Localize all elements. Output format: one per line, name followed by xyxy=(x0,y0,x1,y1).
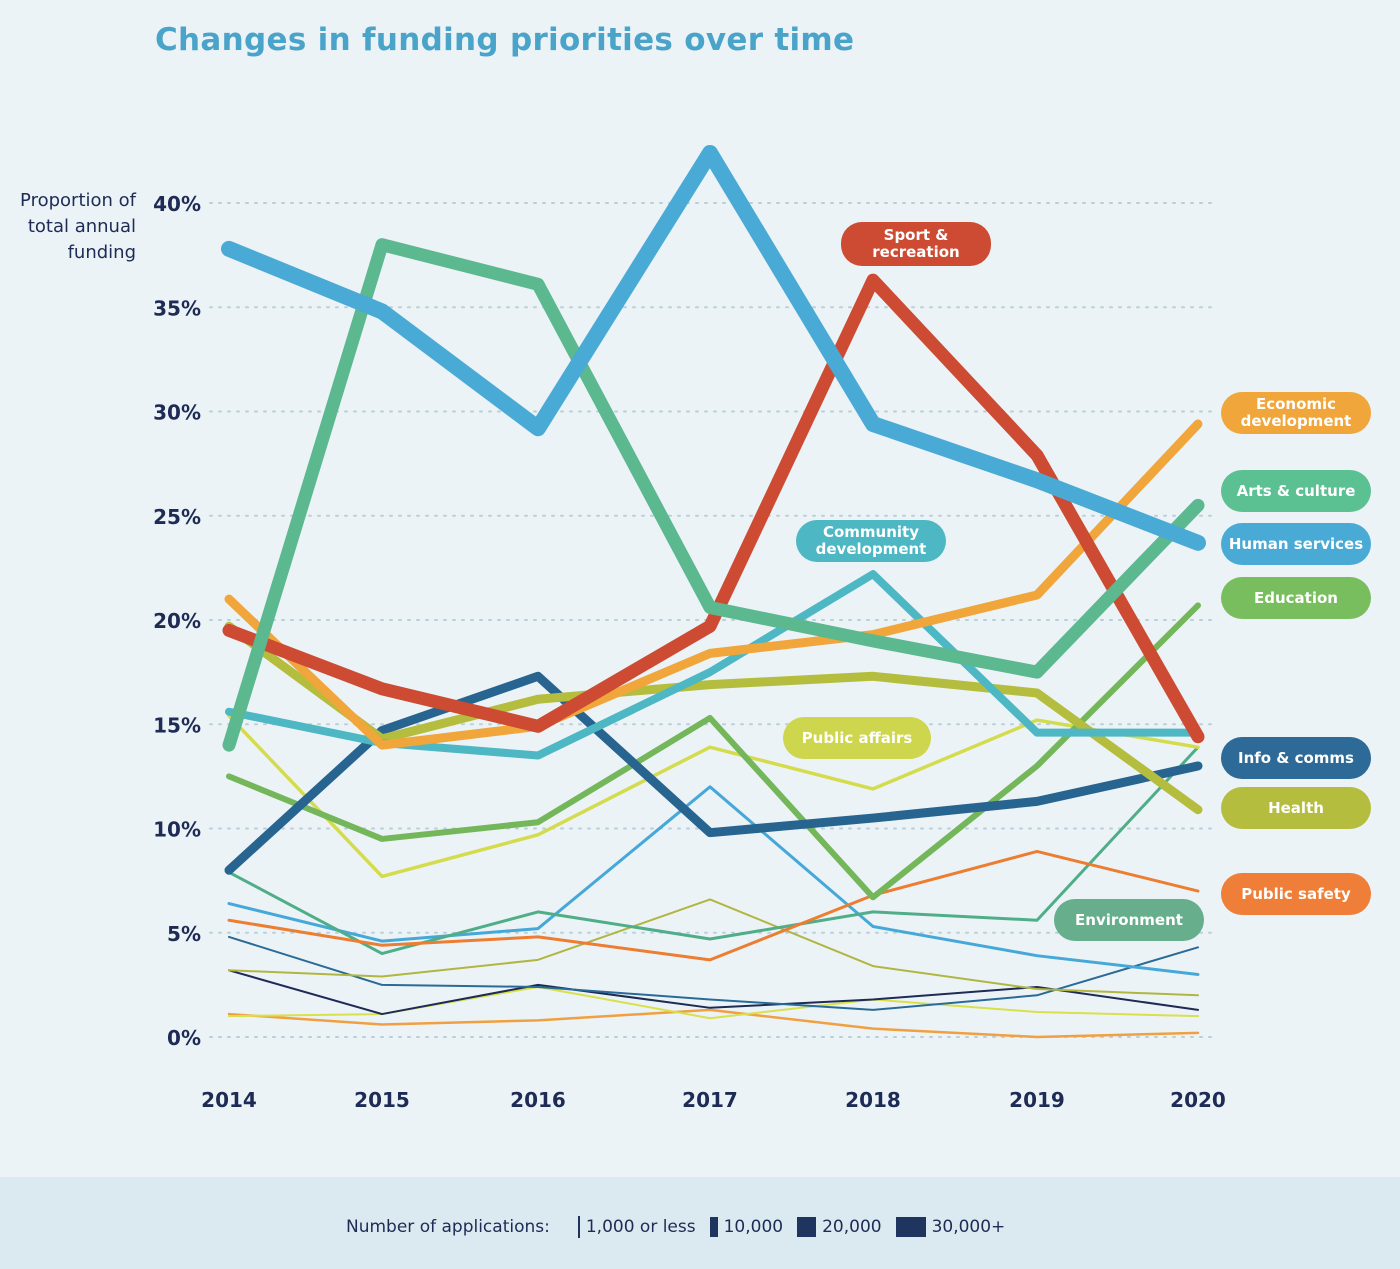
legend-title: Number of applications: xyxy=(346,1217,550,1237)
y-axis-label: Proportion of total annual funding xyxy=(20,190,136,263)
label-environment: Environment xyxy=(1054,899,1204,941)
label-human-services: Human services xyxy=(1221,523,1371,565)
y-tick-label: 25% xyxy=(153,505,201,529)
y-tick-label: 30% xyxy=(153,401,201,425)
legend-swatch xyxy=(797,1217,817,1237)
x-tick-label: 2014 xyxy=(201,1088,257,1112)
chart-title: Changes in funding priorities over time xyxy=(155,22,855,58)
legend: Number of applications: 1,000 or less 10… xyxy=(346,1216,1019,1238)
series-line-environment xyxy=(227,745,1200,956)
series-line-unlabeled-5 xyxy=(227,785,1200,976)
legend-item-1000: 1,000 or less xyxy=(577,1216,696,1238)
label-arts-culture: Arts & culture xyxy=(1221,470,1371,512)
legend-item-10000: 10,000 xyxy=(709,1217,784,1237)
x-tick-label: 2018 xyxy=(845,1088,901,1112)
y-tick-label: 20% xyxy=(153,609,201,633)
series-line-unlabeled-3 xyxy=(228,935,1199,1011)
label-info-comms: Info & comms xyxy=(1221,737,1371,779)
series-line-unlabeled-0 xyxy=(227,1008,1200,1039)
series-line-education xyxy=(226,602,1201,901)
label-economic-development: Economic development xyxy=(1221,392,1371,434)
series-line-economic-development xyxy=(224,419,1203,750)
y-tick-label: 40% xyxy=(153,192,201,216)
line-chart: 0% 5% 10% 15% 20% 25% 30% 35% 40% 2014 2015 2016 201… xyxy=(153,144,1226,1112)
footer-legend-bar xyxy=(0,1177,1400,1269)
legend-label: 10,000 xyxy=(723,1217,784,1237)
y-tick-label: 0% xyxy=(167,1026,201,1050)
legend-item-30000: 30,000+ xyxy=(895,1217,1006,1237)
series-line-public-safety xyxy=(227,849,1200,962)
label-community-development: Community development xyxy=(796,520,946,562)
label-education: Education xyxy=(1221,577,1371,619)
legend-label: 1,000 or less xyxy=(585,1217,696,1237)
label-public-affairs: Public affairs xyxy=(783,717,931,759)
series-line-health xyxy=(224,621,1203,815)
label-health: Health xyxy=(1221,787,1371,829)
label-sport-recreation: Sport & recreation xyxy=(841,222,991,266)
series-line-unlabeled-2 xyxy=(228,969,1199,1016)
y-tick-label: 10% xyxy=(153,818,201,842)
x-tick-label: 2019 xyxy=(1009,1088,1065,1112)
legend-swatch xyxy=(577,1216,580,1238)
y-tick-label: 35% xyxy=(153,296,201,320)
legend-label: 20,000 xyxy=(822,1217,882,1237)
series-line-sport-recreation xyxy=(222,273,1205,744)
y-tick-label: 5% xyxy=(167,922,201,946)
legend-label: 30,000+ xyxy=(931,1217,1006,1237)
legend-swatch xyxy=(895,1217,926,1237)
x-tick-label: 2017 xyxy=(682,1088,738,1112)
x-tick-label: 2016 xyxy=(510,1088,566,1112)
series-line-human-services xyxy=(221,144,1206,551)
label-public-safety: Public safety xyxy=(1221,873,1371,915)
y-tick-label: 15% xyxy=(153,713,201,737)
series-line-arts-culture xyxy=(222,238,1205,752)
series-line-unlabeled-4 xyxy=(228,898,1199,997)
series-line-public-affairs xyxy=(227,714,1200,879)
legend-item-20000: 20,000 xyxy=(797,1217,882,1237)
legend-swatch xyxy=(709,1217,718,1237)
x-tick-label: 2020 xyxy=(1170,1088,1226,1112)
series-line-info-comms xyxy=(224,671,1203,875)
x-tick-label: 2015 xyxy=(354,1088,410,1112)
